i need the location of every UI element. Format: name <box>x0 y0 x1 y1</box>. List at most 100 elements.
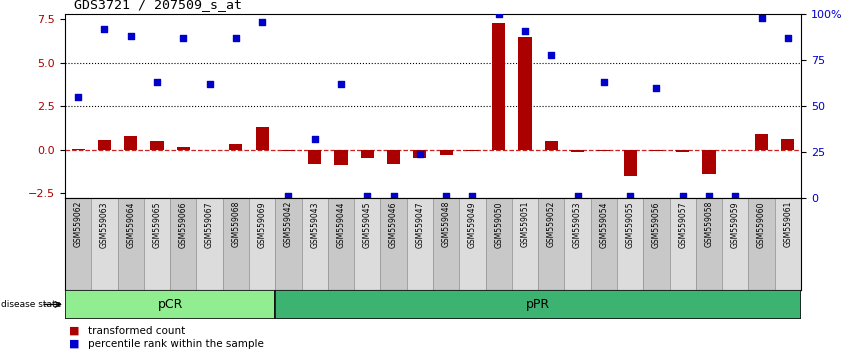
Text: GSM559063: GSM559063 <box>100 201 109 247</box>
Point <box>334 81 348 87</box>
Point <box>597 79 611 85</box>
Text: ■: ■ <box>69 339 80 349</box>
Bar <box>144 198 170 290</box>
Point <box>203 81 216 87</box>
Text: percentile rank within the sample: percentile rank within the sample <box>88 339 264 349</box>
Text: GSM559056: GSM559056 <box>652 201 661 247</box>
Text: GSM559069: GSM559069 <box>257 201 267 247</box>
Bar <box>519 37 532 150</box>
Bar <box>624 150 637 176</box>
Point <box>255 19 269 24</box>
Point <box>150 79 164 85</box>
Bar <box>755 134 768 150</box>
Bar <box>65 198 91 290</box>
Text: pCR: pCR <box>158 298 183 311</box>
Text: GSM559067: GSM559067 <box>205 201 214 247</box>
Point <box>413 151 427 157</box>
Point <box>71 94 85 100</box>
Text: GSM559061: GSM559061 <box>784 201 792 247</box>
Point <box>624 194 637 199</box>
Text: GDS3721 / 207509_s_at: GDS3721 / 207509_s_at <box>74 0 242 11</box>
Point <box>466 194 480 199</box>
Bar <box>650 150 663 152</box>
Text: GSM559042: GSM559042 <box>284 201 293 247</box>
Text: GSM559049: GSM559049 <box>468 201 477 247</box>
Bar <box>781 139 794 150</box>
Bar <box>72 149 85 150</box>
Text: GSM559051: GSM559051 <box>520 201 529 247</box>
Bar <box>512 198 538 290</box>
Bar <box>255 127 268 150</box>
Bar <box>598 150 611 152</box>
Bar <box>669 198 696 290</box>
Bar <box>538 198 565 290</box>
Point <box>281 194 295 199</box>
Bar <box>223 198 249 290</box>
Bar <box>676 150 689 152</box>
Text: GSM559058: GSM559058 <box>705 201 714 247</box>
Bar <box>702 150 715 174</box>
Text: GSM559052: GSM559052 <box>546 201 556 247</box>
Text: GSM559050: GSM559050 <box>494 201 503 247</box>
Bar <box>170 198 197 290</box>
Text: GSM559055: GSM559055 <box>625 201 635 247</box>
Point <box>754 15 768 21</box>
Point <box>492 11 506 17</box>
Bar <box>545 141 558 150</box>
Bar <box>151 141 164 150</box>
Point <box>307 137 321 142</box>
Point <box>518 28 532 34</box>
Point <box>439 194 453 199</box>
Bar <box>643 198 669 290</box>
Point <box>675 194 689 199</box>
Point <box>781 35 795 41</box>
Bar <box>748 198 775 290</box>
Bar <box>275 198 301 290</box>
Point <box>177 35 191 41</box>
Text: GSM559057: GSM559057 <box>678 201 688 247</box>
Bar <box>722 198 748 290</box>
Bar <box>459 198 486 290</box>
Text: GSM559066: GSM559066 <box>178 201 188 247</box>
Text: GSM559065: GSM559065 <box>152 201 161 247</box>
Point <box>124 33 138 39</box>
Bar <box>275 290 801 319</box>
Bar <box>354 198 380 290</box>
Bar <box>308 150 321 164</box>
Bar <box>571 150 585 152</box>
Bar <box>433 198 459 290</box>
Bar <box>466 150 479 152</box>
Point <box>728 194 742 199</box>
Text: GSM559054: GSM559054 <box>599 201 609 247</box>
Point <box>98 26 112 32</box>
Text: GSM559045: GSM559045 <box>363 201 372 247</box>
Point <box>360 194 374 199</box>
Point <box>386 194 400 199</box>
Bar <box>281 150 295 152</box>
Bar <box>91 198 118 290</box>
Bar <box>387 150 400 164</box>
Bar <box>617 198 643 290</box>
Text: GSM559059: GSM559059 <box>731 201 740 247</box>
Point <box>650 85 663 91</box>
Bar <box>696 198 722 290</box>
Bar <box>565 198 591 290</box>
Bar <box>65 290 275 319</box>
Text: GSM559043: GSM559043 <box>310 201 320 247</box>
Text: GSM559062: GSM559062 <box>74 201 82 247</box>
Bar <box>591 198 617 290</box>
Bar <box>249 198 275 290</box>
Text: disease state: disease state <box>1 300 61 309</box>
Bar <box>98 140 111 150</box>
Text: GSM559053: GSM559053 <box>573 201 582 247</box>
Bar <box>197 198 223 290</box>
Text: GSM559068: GSM559068 <box>231 201 241 247</box>
Text: transformed count: transformed count <box>88 326 185 336</box>
Point <box>229 35 242 41</box>
Text: GSM559064: GSM559064 <box>126 201 135 247</box>
Text: GSM559048: GSM559048 <box>442 201 450 247</box>
Bar <box>486 198 512 290</box>
Bar <box>361 150 374 158</box>
Bar <box>407 198 433 290</box>
Bar <box>413 150 426 158</box>
